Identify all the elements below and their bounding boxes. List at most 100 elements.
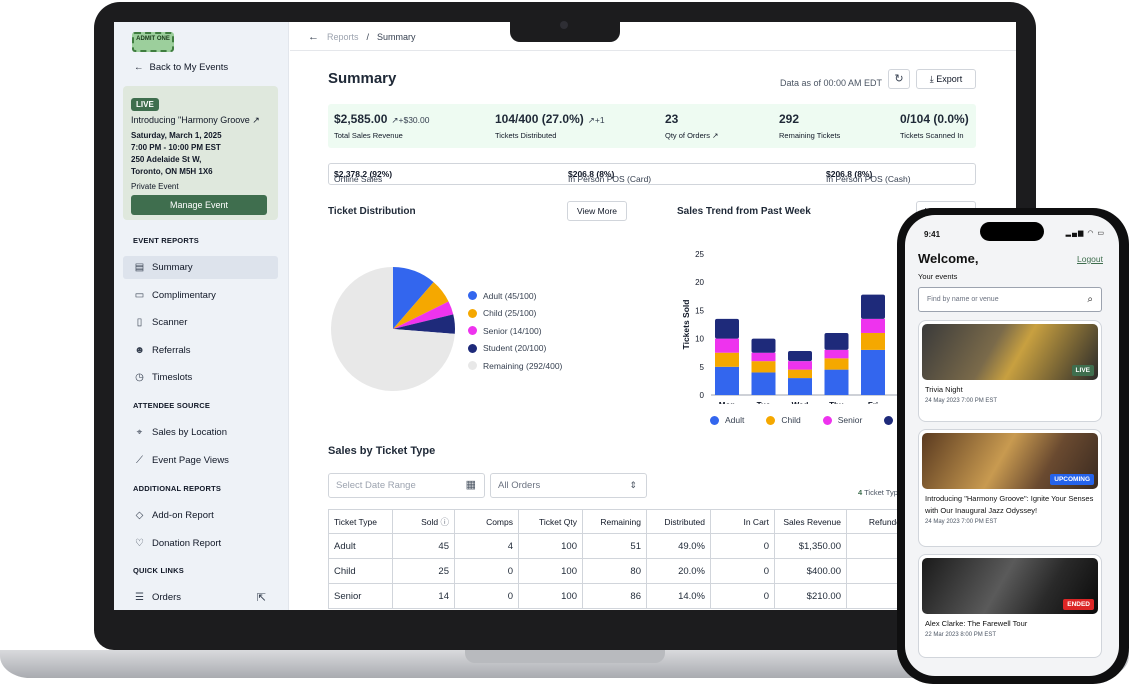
document-icon: ▤	[134, 262, 145, 273]
bar-child-fri[interactable]	[861, 332, 885, 350]
event-date: Saturday, March 1, 2025	[131, 131, 222, 140]
column-header[interactable]: Sales Revenue	[774, 509, 847, 534]
column-header[interactable]: Remaining	[582, 509, 647, 534]
refresh-button[interactable]: ↻	[888, 69, 910, 89]
sidebar-item-summary[interactable]: ▤ Summary	[123, 256, 278, 279]
table-cell: $1,350.00	[774, 533, 847, 559]
bar-adult-thu[interactable]	[824, 369, 849, 395]
bar-child-mon[interactable]	[715, 352, 739, 367]
date-range-input[interactable]: Select Date Range ▦	[328, 473, 485, 498]
ticket-type-count: 4 Ticket Typ	[858, 488, 898, 497]
bar-senior-wed[interactable]	[788, 361, 812, 370]
bar-senior-fri[interactable]	[861, 318, 885, 333]
manage-event-button[interactable]: Manage Event	[131, 195, 267, 215]
event-card-trivia[interactable]: LIVE Trivia Night 24 May 2023 7:00 PM ES…	[918, 320, 1102, 422]
bar-child-tue[interactable]	[751, 361, 776, 373]
bar-senior-tue[interactable]	[751, 352, 776, 362]
orders-filter-select[interactable]: All Orders ⇕	[490, 473, 647, 498]
bar-legend-item: Adult	[710, 415, 744, 425]
column-header[interactable]: Sold ⓘ	[392, 509, 455, 534]
stat-total-revenue: $2,585.00 ↗+$30.00 Total Sales Revenue	[334, 112, 430, 140]
legend-swatch	[468, 361, 477, 371]
sidebar-item-timeslots[interactable]: ◷ Timeslots	[123, 366, 278, 389]
sidebar-item-donation-report[interactable]: ♡ Donation Report	[123, 532, 278, 555]
column-header[interactable]: Distributed	[646, 509, 711, 534]
pie-slice-1[interactable]	[393, 282, 449, 329]
bar-student-thu[interactable]	[824, 332, 849, 350]
event-card: LIVE Introducing "Harmony Groove ↗ Satur…	[123, 86, 278, 220]
pie-slice-4[interactable]	[331, 267, 455, 391]
sidebar-item-orders[interactable]: ☰ Orders ⇱	[123, 586, 278, 609]
back-link-label: Back to My Events	[149, 62, 229, 73]
stats-panel: $2,585.00 ↗+$30.00 Total Sales Revenue 10…	[328, 104, 976, 148]
sidebar-item-referrals[interactable]: ☻ Referrals	[123, 339, 278, 362]
section-event-reports: EVENT REPORTS	[133, 236, 199, 245]
event-image: ENDED	[922, 558, 1098, 614]
pie-slice-2[interactable]	[393, 301, 454, 329]
breadcrumb-reports[interactable]: Reports	[327, 32, 359, 42]
event-privacy: Private Event	[131, 182, 179, 191]
view-more-button[interactable]: View More	[567, 201, 627, 221]
header-divider	[290, 50, 1016, 51]
table-cell: Senior	[328, 583, 393, 609]
bar-adult-mon[interactable]	[715, 366, 739, 395]
bar-student-fri[interactable]	[861, 294, 885, 319]
column-header[interactable]: Ticket Qty	[518, 509, 583, 534]
bar-adult-wed[interactable]	[788, 378, 812, 395]
bar-adult-tue[interactable]	[751, 372, 776, 395]
event-card-harmony-groove[interactable]: UPCOMING Introducing "Harmony Groove": I…	[918, 429, 1102, 547]
export-button[interactable]: ⤓ Export	[916, 69, 976, 89]
table-cell: 20.0%	[646, 558, 711, 584]
phone-clock: 9:41	[924, 230, 941, 239]
arrow-left-icon[interactable]: ←	[308, 31, 319, 43]
x-tick-label: Thu	[829, 401, 844, 404]
event-date: 24 May 2023 7:00 PM EST	[925, 519, 998, 525]
bar-adult-fri[interactable]	[861, 349, 885, 395]
legend-swatch	[468, 308, 477, 318]
back-to-events-link[interactable]: ← Back to My Events	[134, 62, 228, 73]
info-icon[interactable]: ⓘ	[438, 516, 449, 527]
stat-qty-orders[interactable]: 23 Qty of Orders ↗	[665, 112, 719, 140]
event-card-alex-clarke[interactable]: ENDED Alex Clarke: The Farewell Tour 22 …	[918, 554, 1102, 658]
sidebar-item-addon-report[interactable]: ◇ Add-on Report	[123, 504, 278, 527]
bar-student-tue[interactable]	[751, 338, 776, 353]
section-attendee-source: ATTENDEE SOURCE	[133, 401, 211, 410]
table-cell: 4	[454, 533, 519, 559]
admit-one-logo[interactable]: ADMIT ONE	[132, 32, 174, 52]
sidebar-item-scanner[interactable]: ▯ Scanner	[123, 311, 278, 334]
event-title[interactable]: Introducing "Harmony Groove ↗	[131, 115, 260, 125]
legend-label: Adult	[725, 415, 745, 425]
pie-slice-3[interactable]	[393, 314, 455, 334]
online-sales: Online Sales $2,378.2 (92%)	[334, 169, 393, 184]
status-badge: LIVE	[131, 98, 159, 111]
bar-legend: AdultChildSeniorStudent	[710, 415, 929, 425]
bar-senior-thu[interactable]	[824, 349, 849, 359]
sales-trend-bar-chart: Tickets Sold 0 5 10 15 20 25 Mon Tue Wed Thu Fri	[681, 250, 1016, 404]
bar-student-mon[interactable]	[715, 318, 739, 339]
pie-slice-0[interactable]	[393, 267, 434, 329]
bar-student-wed[interactable]	[788, 351, 812, 362]
column-header[interactable]: Comps	[454, 509, 519, 534]
sidebar-item-event-page-views[interactable]: ⟋ Event Page Views	[123, 449, 278, 472]
bar-child-wed[interactable]	[788, 369, 812, 379]
sidebar-item-complimentary[interactable]: ▭ Complimentary	[123, 284, 278, 307]
file-icon: ▭	[134, 290, 145, 301]
sidebar-item-label: Sales by Location	[152, 427, 227, 438]
event-name: Alex Clarke: The Farewell Tour	[925, 619, 1028, 628]
event-search-input[interactable]: Find by name or venue ⌕	[918, 287, 1102, 312]
laptop-notch	[510, 22, 620, 42]
column-header[interactable]: Ticket Type	[328, 509, 393, 534]
bar-senior-mon[interactable]	[715, 338, 739, 353]
your-events-label: Your events	[918, 272, 958, 281]
status-badge: LIVE	[1071, 365, 1094, 376]
sidebar-item-sales-by-location[interactable]: ⌖ Sales by Location	[123, 421, 278, 444]
trend-line-icon: ⟋	[136, 455, 143, 466]
column-header[interactable]: In Cart	[710, 509, 775, 534]
legend-label: Student (20/100)	[483, 343, 547, 354]
logout-link[interactable]: Logout	[1077, 254, 1103, 264]
event-address-line1: 250 Adelaide St W,	[131, 155, 202, 164]
table-cell: 0	[454, 558, 519, 584]
bar-child-thu[interactable]	[824, 358, 849, 370]
scanner-icon: ▯	[136, 317, 143, 328]
